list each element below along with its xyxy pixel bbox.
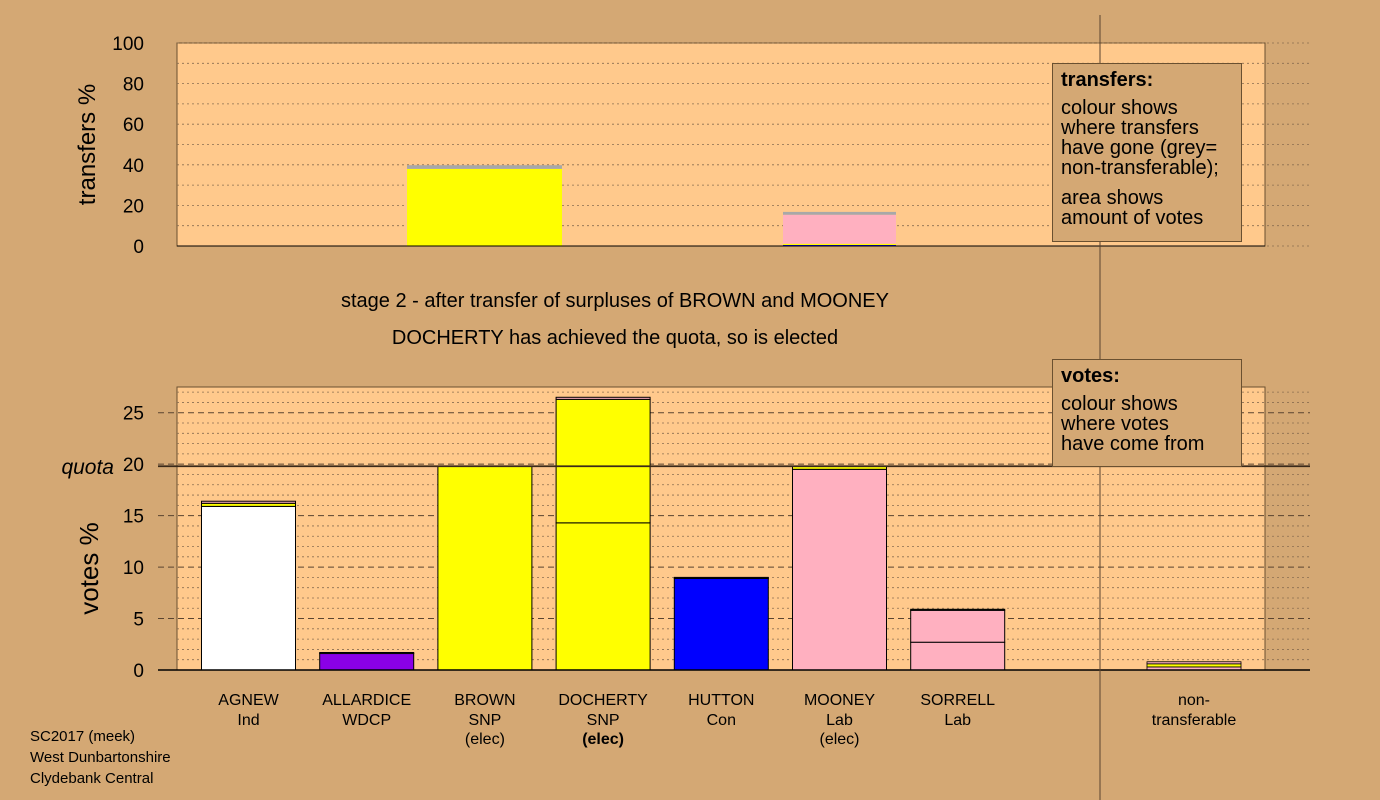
- votes-legend-line: where votes: [1061, 413, 1169, 435]
- transfers-y-tick-label: 80: [123, 75, 144, 96]
- votes-legend-box: votes: colour shows where votes have com…: [1052, 359, 1242, 467]
- transfers-y-tick-label: 40: [123, 156, 144, 177]
- candidate-party-label: SNP: [468, 712, 501, 729]
- transfers-legend-line: non-transferable);: [1061, 157, 1219, 179]
- votes-y-tick-label: 15: [123, 507, 144, 528]
- votes-y-tick-label: 20: [123, 455, 144, 476]
- vote-bar-segment: [201, 500, 296, 504]
- candidate-name-label: SORRELL: [920, 692, 995, 709]
- transfers-legend-line: area shows: [1061, 187, 1164, 209]
- candidate-party-label: SNP: [587, 712, 620, 729]
- vote-bar-segment: [910, 609, 1006, 643]
- nontransferable-bar-segment: [1146, 661, 1242, 665]
- transfers-y-tick-label: 100: [112, 34, 144, 55]
- stage-result: DOCHERTY has achieved the quota, so is e…: [391, 327, 839, 349]
- nontransferable-label: non-: [1178, 692, 1210, 709]
- vote-bar-segment: [673, 576, 769, 579]
- candidate-party-label: Lab: [944, 712, 971, 729]
- votes-y-tick-label: 25: [123, 404, 144, 425]
- vote-bar-segment: [910, 641, 1006, 671]
- votes-legend-line: have come from: [1061, 433, 1205, 455]
- transfer-bar-segment: [783, 211, 896, 215]
- transfers-y-axis-label: transfers %: [74, 84, 101, 205]
- votes-y-tick-label: 0: [133, 661, 144, 682]
- vote-bar-segment: [201, 505, 296, 671]
- transfer-bar-segment: [407, 168, 562, 246]
- transfers-legend-box: transfers: colour shows where transfers …: [1052, 63, 1242, 242]
- nontransferable-label: transferable: [1152, 712, 1237, 729]
- candidate-name-label: MOONEY: [804, 692, 875, 709]
- candidate-party-label: Con: [707, 712, 736, 729]
- transfers-legend-line: colour shows: [1061, 97, 1178, 119]
- transfers-y-tick-label: 20: [123, 196, 144, 217]
- transfers-y-tick-label: 60: [123, 115, 144, 136]
- vote-bar-segment: [319, 653, 415, 671]
- vote-bar-segment: [555, 398, 651, 524]
- candidate-status-label: (elec): [582, 731, 624, 748]
- candidate-status-label: (elec): [465, 731, 505, 748]
- vote-bar-segment: [437, 465, 533, 671]
- vote-bar-segment: [555, 396, 651, 400]
- footer-source: SC2017 (meek): [30, 728, 136, 745]
- transfers-y-tick-label: 0: [133, 237, 144, 258]
- vote-bar-segment: [910, 608, 1006, 611]
- candidate-name-label: AGNEW: [218, 692, 279, 709]
- vote-bar-segment: [319, 652, 415, 655]
- votes-legend-line: colour shows: [1061, 393, 1178, 415]
- candidate-party-label: Ind: [237, 712, 259, 729]
- candidate-name-label: HUTTON: [688, 692, 754, 709]
- nontransferable-bar-segment: [1146, 663, 1242, 668]
- quota-label: quota: [61, 456, 114, 479]
- vote-bar-segment: [792, 468, 887, 671]
- stage-description: stage 2 - after transfer of surpluses of…: [341, 290, 889, 312]
- candidate-name-label: ALLARDICE: [322, 692, 411, 709]
- candidate-name-label: BROWN: [454, 692, 515, 709]
- footer-info: SC2017 (meek) West Dunbartonshire Clydeb…: [30, 726, 171, 789]
- votes-legend-title: votes:: [1061, 365, 1120, 387]
- votes-y-tick-label: 10: [123, 558, 144, 579]
- candidate-status-label: (elec): [819, 731, 859, 748]
- candidate-party-label: Lab: [826, 712, 853, 729]
- vote-bar-segment: [673, 577, 769, 671]
- transfers-legend-line: have gone (grey=: [1061, 137, 1218, 159]
- votes-y-tick-label: 5: [133, 610, 144, 631]
- footer-council: West Dunbartonshire: [30, 749, 171, 766]
- transfer-bar-segment: [783, 243, 896, 245]
- transfers-legend-title: transfers:: [1061, 69, 1154, 91]
- candidate-name-label: DOCHERTY: [558, 692, 648, 709]
- transfer-bar-segment: [783, 214, 896, 244]
- transfers-legend-line: where transfers: [1061, 117, 1199, 139]
- votes-y-axis-label: votes %: [74, 522, 104, 615]
- candidate-party-label: WDCP: [342, 712, 391, 729]
- transfers-legend-line: amount of votes: [1061, 207, 1204, 229]
- footer-ward: Clydebank Central: [30, 770, 154, 787]
- vote-bar-segment: [555, 522, 651, 671]
- transfer-bar-segment: [407, 165, 562, 169]
- transfer-bar-segment: [783, 244, 896, 246]
